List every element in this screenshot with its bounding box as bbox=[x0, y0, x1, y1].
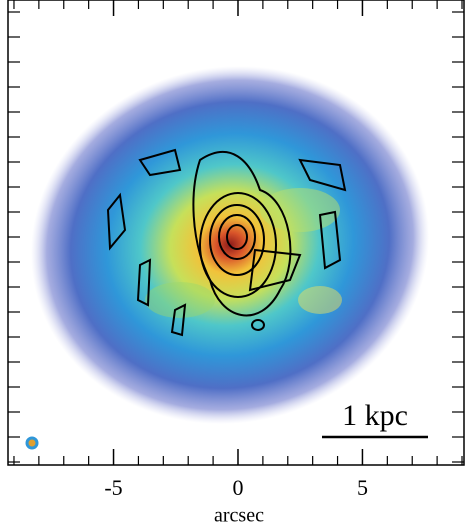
x-tick-label: 5 bbox=[357, 475, 368, 500]
frame bbox=[7, 0, 465, 466]
scale-label: 1 kpc bbox=[342, 399, 408, 432]
x-tick-label: 0 bbox=[232, 475, 243, 500]
galaxy-image bbox=[25, 65, 430, 450]
contours bbox=[106, 148, 347, 337]
x-axis-label: arcsec bbox=[214, 505, 264, 527]
x-tick-label: -5 bbox=[104, 475, 122, 500]
